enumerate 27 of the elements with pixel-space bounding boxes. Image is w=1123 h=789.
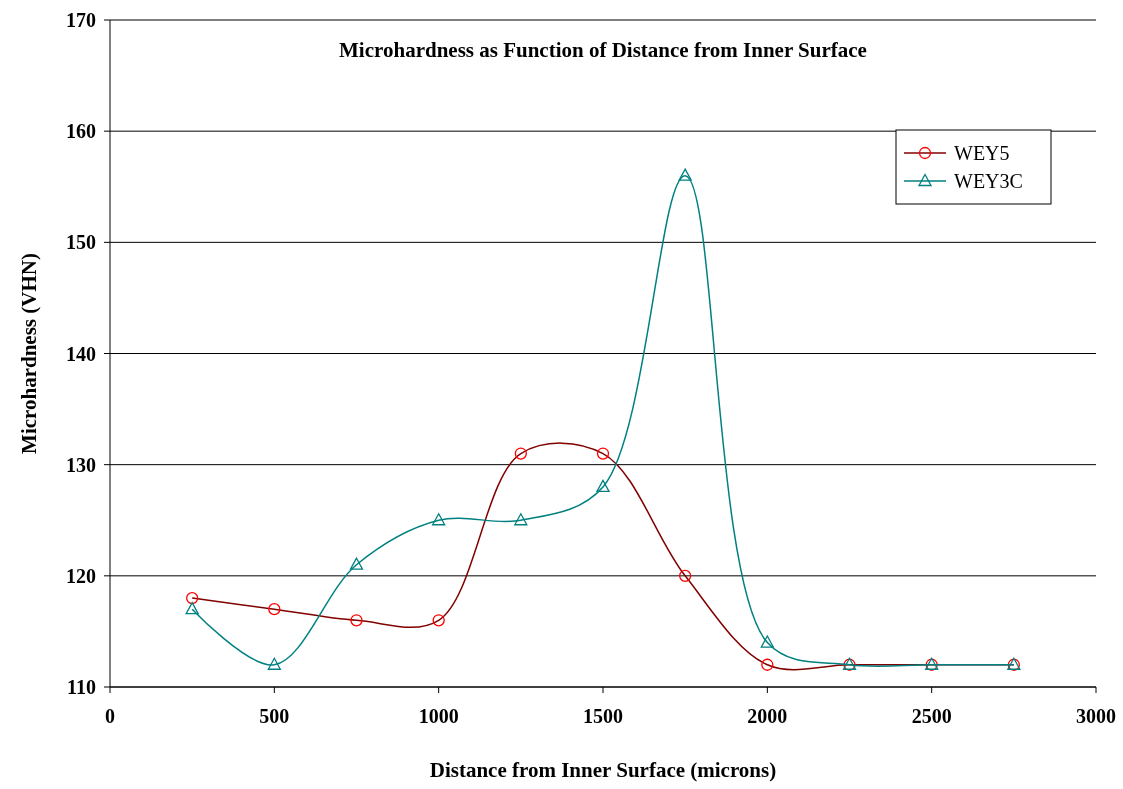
y-tick-label: 110 [67, 676, 96, 698]
y-tick-label: 170 [66, 9, 96, 31]
y-tick-label: 150 [66, 231, 96, 254]
point [267, 657, 281, 670]
point [596, 479, 610, 493]
x-tick-label: 500 [259, 705, 290, 727]
point [760, 635, 774, 648]
legend-label: WEY3C [954, 170, 1023, 192]
text: Microhardness as Function of Distance from Inner Surface [339, 38, 867, 62]
x-tick-label: 1000 [418, 705, 459, 727]
x-tick-label: 2000 [747, 705, 788, 727]
y-tick-label: 120 [66, 564, 96, 587]
point [432, 513, 446, 526]
x-tick-label: 0 [105, 705, 115, 727]
x-tick-label: 1500 [583, 705, 623, 727]
point [185, 602, 199, 615]
y-tick-label: 140 [66, 342, 96, 365]
x-axis-title: Distance from Inner Surface (microns) [429, 758, 777, 782]
x-tick-label: 3000 [1076, 705, 1116, 727]
x-tick-label: 2500 [911, 705, 952, 727]
legend-label: WEY5 [954, 142, 1010, 164]
point [514, 513, 528, 526]
point [349, 557, 364, 570]
point [678, 168, 692, 181]
y-axis-title: Microhardness (VHN) [17, 253, 41, 454]
y-tick-label: 160 [66, 120, 96, 143]
y-tick-label: 130 [66, 453, 96, 476]
